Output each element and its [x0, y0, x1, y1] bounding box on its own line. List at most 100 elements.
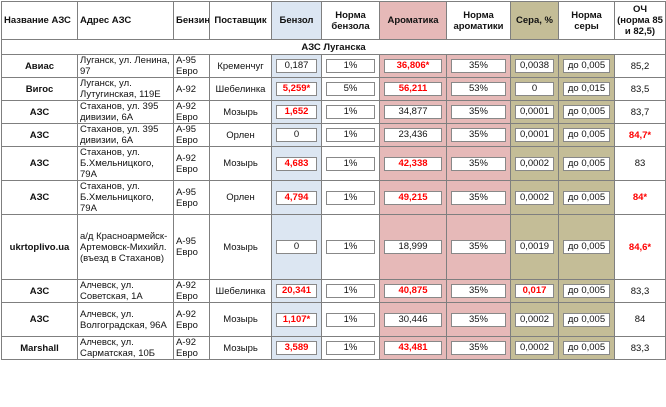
sulfur-norm: до 0,005 [563, 59, 610, 73]
benzene-value: 1,107* [276, 312, 317, 327]
sulfur-value-cell: 0 [510, 77, 559, 101]
aromatics-value-cell: 49,215 [379, 180, 447, 215]
sulfur-value: 0,0001 [515, 105, 554, 119]
octane-value: 84 [614, 302, 666, 337]
aromatics-norm: 35% [451, 128, 506, 142]
sulfur-value-cell: 0,0002 [510, 180, 559, 215]
sulfur-value-cell: 0,0038 [510, 54, 559, 78]
sulfur-norm: до 0,005 [563, 128, 610, 142]
table-row: Вигос Луганск, ул. Лутугинская, 119Е А-92 Ш… [1, 77, 666, 101]
sulfur-norm-cell: до 0,005 [558, 336, 615, 360]
table-row: АЗС Алчевск, ул. Советская, 1А А-92 Евро Ше… [1, 279, 666, 303]
benzene-value-cell: 0 [271, 123, 322, 147]
octane-value: 84,7* [614, 123, 666, 147]
aromatics-value: 34,877 [384, 105, 442, 119]
aromatics-value: 42,338 [384, 156, 442, 171]
benzene-norm-cell: 1% [321, 214, 380, 280]
supplier: Шебелинка [209, 279, 272, 303]
benzene-norm-cell: 1% [321, 279, 380, 303]
aromatics-norm: 35% [451, 156, 506, 171]
aromatics-norm: 35% [451, 105, 506, 119]
sulfur-norm: до 0,005 [563, 341, 610, 355]
sulfur-value: 0 [515, 82, 554, 96]
sulfur-value: 0,0002 [515, 341, 554, 355]
header-sulfur-norm: Норма серы [558, 1, 615, 40]
station-name: ukrtoplivo.ua [1, 214, 78, 280]
benzene-norm-cell: 1% [321, 100, 380, 124]
benzene-value-cell: 4,683 [271, 146, 322, 181]
benzene-value-cell: 1,107* [271, 302, 322, 337]
sulfur-value: 0,0002 [515, 156, 554, 171]
aromatics-value: 18,999 [384, 240, 442, 254]
benzene-norm: 1% [326, 240, 375, 254]
benzene-norm-cell: 1% [321, 180, 380, 215]
benzene-norm-cell: 5% [321, 77, 380, 101]
benzene-value-cell: 4,794 [271, 180, 322, 215]
benzene-norm-cell: 1% [321, 336, 380, 360]
sulfur-value: 0,0019 [515, 240, 554, 254]
aromatics-value-cell: 30,446 [379, 302, 447, 337]
table-row: АЗС Стаханов, ул. 395 дивизии, 6А А-95 Евр… [1, 123, 666, 147]
sulfur-norm-cell: до 0,005 [558, 54, 615, 78]
benzene-norm-cell: 1% [321, 123, 380, 147]
fuel-grade: А-92 Евро [173, 100, 210, 124]
fuel-grade: А-92 Евро [173, 302, 210, 337]
aromatics-norm-cell: 53% [446, 77, 511, 101]
fuel-grade: А-92 Евро [173, 146, 210, 181]
sulfur-value: 0,0001 [515, 128, 554, 142]
benzene-value-cell: 0 [271, 214, 322, 280]
fuel-grade: А-95 Евро [173, 180, 210, 215]
sulfur-value-cell: 0,0002 [510, 302, 559, 337]
benzene-value-cell: 5,259* [271, 77, 322, 101]
benzene-value: 20,341 [276, 284, 317, 298]
benzene-norm-cell: 1% [321, 146, 380, 181]
station-name: АЗС [1, 146, 78, 181]
aromatics-value: 49,215 [384, 190, 442, 205]
supplier: Мозырь [209, 302, 272, 337]
sulfur-value-cell: 0,0019 [510, 214, 559, 280]
supplier: Шебелинка [209, 77, 272, 101]
station-address: Луганск, ул. Ленина, 97 [77, 54, 174, 78]
sulfur-norm-cell: до 0,005 [558, 180, 615, 215]
sulfur-norm-cell: до 0,005 [558, 100, 615, 124]
header-row: Название АЗС Адрес АЗС Бензин Поставщик … [1, 1, 666, 40]
sulfur-value-cell: 0,0002 [510, 336, 559, 360]
supplier: Кременчуг [209, 54, 272, 78]
sulfur-norm-cell: до 0,005 [558, 146, 615, 181]
aromatics-value-cell: 18,999 [379, 214, 447, 280]
sulfur-value: 0,0038 [515, 59, 554, 73]
sulfur-value-cell: 0,0001 [510, 100, 559, 124]
header-octane: ОЧ (норма 85 и 82,5) [614, 1, 666, 40]
sulfur-norm-cell: до 0,005 [558, 279, 615, 303]
region-title: АЗС Луганска [1, 39, 666, 55]
octane-value: 84,6* [614, 214, 666, 280]
sulfur-norm: до 0,015 [563, 82, 610, 96]
station-address: Алчевск, ул. Сарматская, 10Б [77, 336, 174, 360]
fuel-grade: А-92 [173, 77, 210, 101]
octane-value: 84* [614, 180, 666, 215]
benzene-norm: 1% [326, 156, 375, 171]
aromatics-norm: 53% [451, 82, 506, 96]
octane-value: 83 [614, 146, 666, 181]
header-supplier: Поставщик [209, 1, 272, 40]
benzene-norm-cell: 1% [321, 54, 380, 78]
table-row: Авиас Луганск, ул. Ленина, 97 А-95 Евро Кре… [1, 54, 666, 78]
aromatics-value-cell: 43,481 [379, 336, 447, 360]
octane-value: 83,5 [614, 77, 666, 101]
aromatics-value-cell: 42,338 [379, 146, 447, 181]
aromatics-value: 56,211 [384, 82, 442, 96]
table-row: АЗС Стаханов, ул. 395 дивизии, 6А А-92 Евр… [1, 100, 666, 124]
benzene-norm: 5% [326, 82, 375, 96]
station-address: Стаханов, ул. 395 дивизии, 6А [77, 100, 174, 124]
sulfur-norm: до 0,005 [563, 105, 610, 119]
fuel-grade: А-92 Евро [173, 279, 210, 303]
benzene-norm: 1% [326, 312, 375, 327]
header-benzene: Бензол [271, 1, 322, 40]
header-aromatics: Ароматика [379, 1, 447, 40]
benzene-norm: 1% [326, 59, 375, 73]
station-address: Стаханов, ул. Б.Хмельницкого, 79А [77, 146, 174, 181]
table-row: АЗС Алчевск, ул. Волгоградская, 96А А-92 Е… [1, 302, 666, 337]
benzene-value: 0 [276, 240, 317, 254]
benzene-value-cell: 20,341 [271, 279, 322, 303]
